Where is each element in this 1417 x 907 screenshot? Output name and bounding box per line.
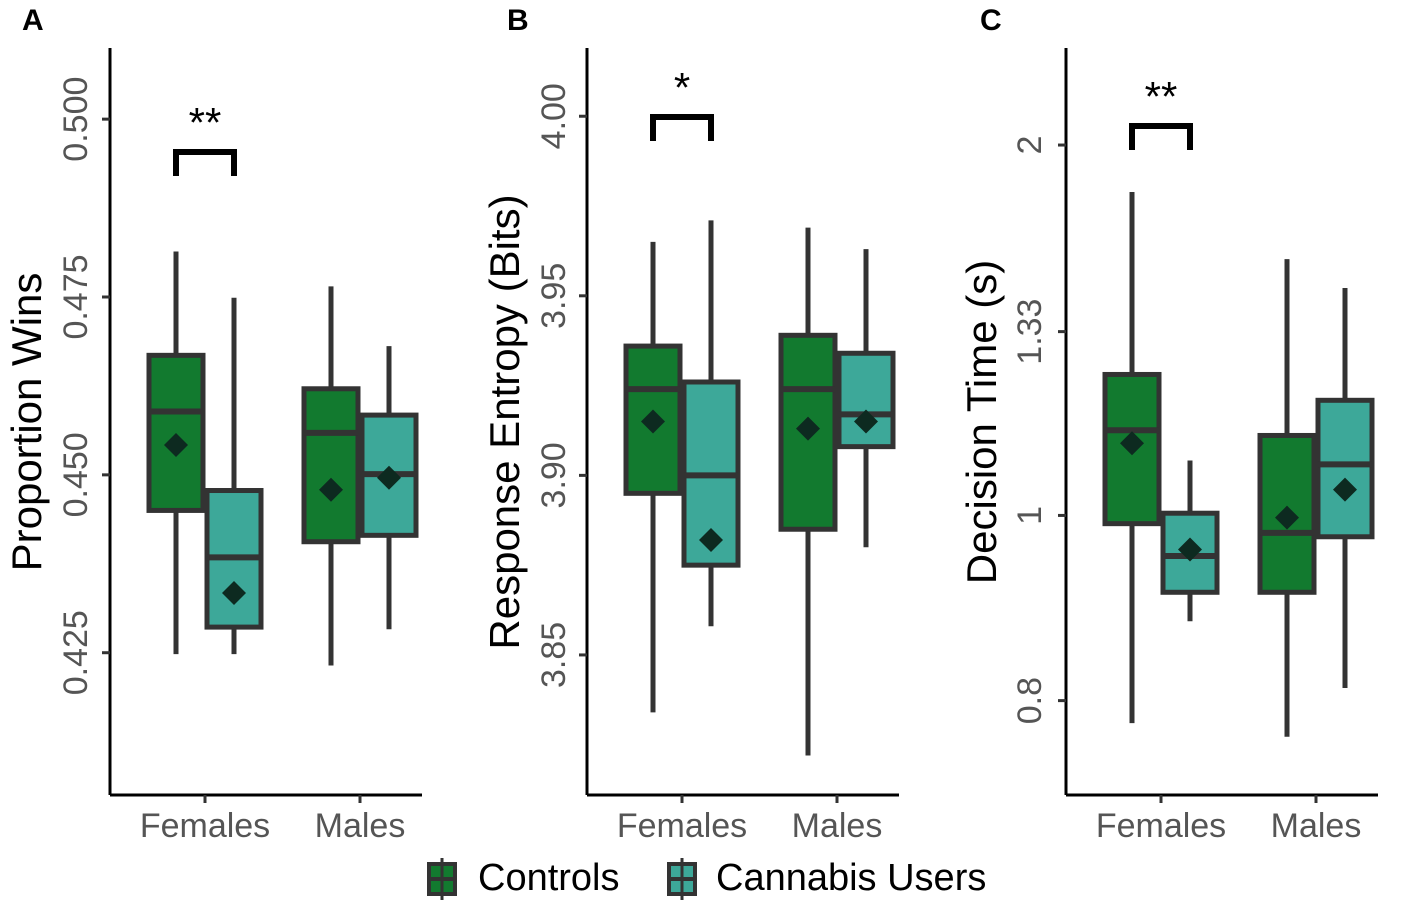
mean-marker — [319, 477, 343, 502]
y-tick-label: 0.450 — [57, 432, 95, 517]
y-tick-label: 3.90 — [535, 442, 573, 508]
mean-marker — [164, 432, 188, 457]
panel-label: B — [507, 4, 529, 37]
mean-marker — [1178, 537, 1202, 562]
x-tick-label: Males — [792, 807, 883, 845]
legend-item: Cannabis Users — [667, 857, 986, 900]
x-tick-label: Males — [315, 807, 406, 845]
x-tick-label: Females — [140, 807, 270, 845]
significance-label: * — [674, 64, 690, 111]
mean-marker — [854, 409, 878, 434]
significance-bracket — [650, 114, 714, 141]
mean-marker — [1275, 505, 1299, 530]
mean-marker — [699, 528, 723, 553]
mean-marker — [222, 580, 246, 605]
panel-label: C — [980, 4, 1002, 37]
y-tick-label: 1.33 — [1011, 299, 1049, 365]
y-tick-label: 3.85 — [535, 622, 573, 688]
mean-marker — [796, 416, 820, 441]
x-tick-label: Females — [617, 807, 747, 845]
significance-label: ** — [1145, 73, 1178, 120]
y-tick-label: 0.8 — [1011, 677, 1049, 724]
y-tick-label: 4.00 — [535, 83, 573, 149]
mean-marker — [377, 465, 401, 490]
mean-marker — [1120, 431, 1144, 456]
y-tick-label: 3.95 — [535, 263, 573, 329]
y-tick-label: 1 — [1011, 506, 1049, 525]
box — [301, 386, 361, 545]
box — [1315, 397, 1375, 540]
y-axis-label: Proportion Wins — [3, 273, 50, 572]
significance-bracket — [1129, 123, 1193, 150]
significance-label: ** — [189, 99, 222, 146]
mean-marker — [641, 409, 665, 434]
y-tick-label: 0.475 — [57, 254, 95, 339]
y-tick-label: 0.425 — [57, 610, 95, 695]
mean-marker — [1333, 477, 1357, 502]
legend-label: Controls — [478, 857, 620, 899]
y-tick-label: 2 — [1011, 136, 1049, 155]
x-tick-label: Males — [1271, 807, 1362, 845]
x-tick-label: Females — [1096, 807, 1226, 845]
y-tick-label: 0.500 — [57, 77, 95, 162]
y-axis-label: Decision Time (s) — [958, 260, 1005, 584]
box — [146, 352, 206, 513]
y-axis-label: Response Entropy (Bits) — [481, 194, 528, 649]
legend-item: Controls — [427, 857, 620, 900]
significance-bracket — [173, 149, 237, 176]
legend-label: Cannabis Users — [716, 857, 986, 899]
panel-label: A — [22, 4, 44, 37]
